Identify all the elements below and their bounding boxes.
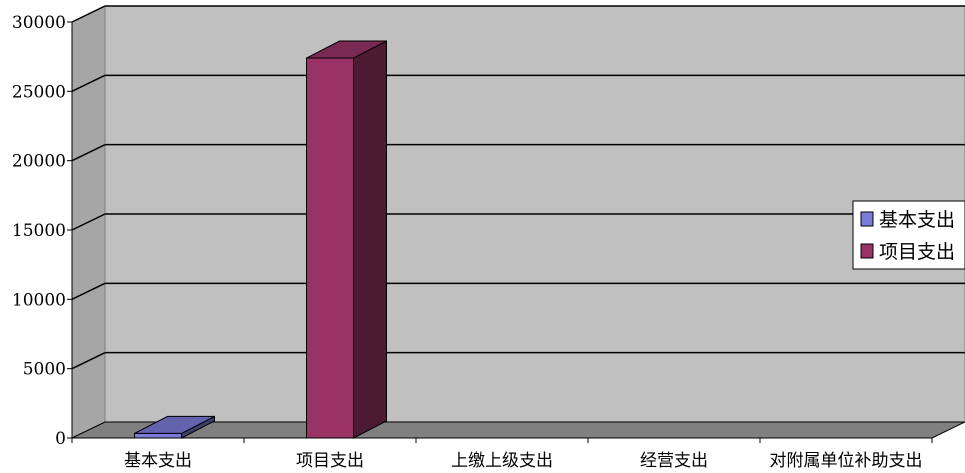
y-tick-label: 15000 xyxy=(12,221,66,241)
y-axis: 0 5000 10000 15000 20000 25000 30000 xyxy=(12,13,73,449)
y-tick-label: 5000 xyxy=(23,360,66,380)
bar-side xyxy=(353,40,387,439)
y-tick-label: 30000 xyxy=(12,13,66,33)
y-tick-label: 20000 xyxy=(12,152,66,172)
chart-walls xyxy=(71,5,965,439)
x-tick-label: 对附属单位补助支出 xyxy=(770,451,923,471)
x-axis: 基本支出 项目支出 上缴上级支出 经营支出 对附属单位补助支出 xyxy=(71,437,933,471)
bar xyxy=(134,415,215,439)
y-tick-label: 10000 xyxy=(12,290,66,310)
gridline xyxy=(71,5,106,23)
gridline xyxy=(71,213,106,231)
y-tick-label: 0 xyxy=(55,429,66,449)
bar-top xyxy=(134,415,215,434)
bar xyxy=(306,40,387,439)
gridline xyxy=(71,74,106,93)
bar-front xyxy=(134,432,182,439)
legend-label: 基本支出 xyxy=(879,209,955,231)
gridline xyxy=(71,143,106,162)
legend-swatch xyxy=(860,211,874,227)
bars xyxy=(134,40,387,439)
x-tick-label: 基本支出 xyxy=(124,451,192,471)
y-tick-label: 25000 xyxy=(12,82,66,102)
x-tick-label: 项目支出 xyxy=(296,451,364,471)
gridline xyxy=(71,282,106,301)
legend-swatch xyxy=(860,243,874,259)
gridline xyxy=(71,351,106,370)
bar-front xyxy=(306,57,354,439)
bar-top xyxy=(306,40,387,59)
legend-label: 项目支出 xyxy=(879,241,955,263)
x-tick-label: 上缴上级支出 xyxy=(451,451,553,471)
x-tick-label: 经营支出 xyxy=(640,451,708,471)
gridlines xyxy=(71,5,965,370)
